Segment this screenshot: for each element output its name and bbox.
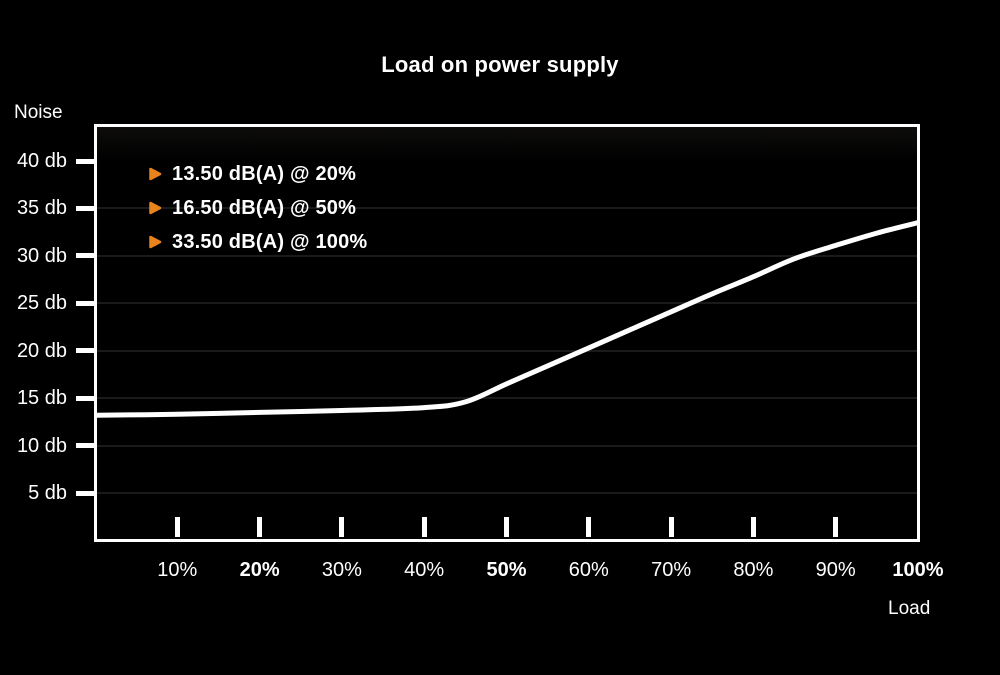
y-tick-mark bbox=[76, 158, 96, 164]
x-tick-label: 30% bbox=[321, 559, 362, 581]
x-tick-mark bbox=[586, 517, 592, 537]
x-tick-mark bbox=[257, 517, 263, 537]
y-tick-mark bbox=[76, 205, 96, 211]
gridline bbox=[97, 444, 917, 447]
y-tick-label: 10 db bbox=[16, 434, 67, 457]
legend-item-label: 13.50 dB(A) @ 20% bbox=[172, 162, 357, 185]
y-tick-label: 20 db bbox=[16, 339, 67, 362]
y-tick-mark bbox=[76, 443, 96, 449]
gridline bbox=[97, 492, 917, 494]
x-tick-mark bbox=[174, 517, 180, 537]
plot-area-border bbox=[94, 124, 920, 542]
x-tick-label: 10% bbox=[157, 559, 198, 581]
legend: 13.50 dB(A) @ 20% 16.50 dB(A) @ 50% 33.5… bbox=[148, 157, 367, 259]
legend-item-label: 16.50 dB(A) @ 50% bbox=[172, 196, 357, 219]
y-tick-mark bbox=[76, 348, 96, 354]
x-tick-mark bbox=[750, 517, 756, 537]
x-tick-label: 80% bbox=[733, 559, 774, 581]
gridline bbox=[97, 302, 917, 305]
gridline bbox=[97, 397, 917, 400]
arrow-right-icon bbox=[149, 235, 162, 249]
x-tick-label: 90% bbox=[815, 559, 856, 581]
x-tick-label: 40% bbox=[404, 559, 445, 581]
arrow-right-icon bbox=[149, 201, 162, 215]
y-tick-label: 25 db bbox=[16, 292, 67, 315]
legend-item-label: 33.50 dB(A) @ 100% bbox=[172, 230, 368, 253]
y-tick-label: 35 db bbox=[16, 197, 67, 220]
y-tick-mark bbox=[76, 253, 96, 259]
y-tick-mark bbox=[76, 300, 96, 306]
x-tick-label: 50% bbox=[486, 559, 527, 581]
y-tick-label: 5 db bbox=[28, 482, 67, 504]
arrow-right-icon bbox=[149, 167, 162, 181]
x-tick-label: 20% bbox=[239, 559, 280, 581]
chart-title: Load on power supply bbox=[381, 52, 619, 77]
y-axis-label: Noise bbox=[14, 102, 63, 123]
x-tick-mark bbox=[421, 517, 427, 537]
y-tick-mark bbox=[76, 395, 96, 401]
y-tick-mark bbox=[76, 490, 96, 496]
gridline bbox=[97, 349, 917, 352]
legend-item: 33.50 dB(A) @ 100% bbox=[148, 225, 367, 259]
x-tick-label: 60% bbox=[568, 559, 609, 581]
y-tick-label: 15 db bbox=[16, 387, 67, 410]
legend-item: 13.50 dB(A) @ 20% bbox=[148, 157, 367, 191]
x-tick-mark bbox=[668, 517, 674, 537]
x-tick-mark bbox=[833, 517, 839, 537]
y-tick-label: 30 db bbox=[16, 244, 67, 267]
x-tick-mark bbox=[504, 517, 509, 537]
x-tick-label: 70% bbox=[651, 559, 692, 581]
y-tick-label: 40 db bbox=[16, 150, 67, 172]
gridline bbox=[97, 207, 917, 210]
x-tick-mark bbox=[339, 517, 345, 537]
x-tick-label: 100% bbox=[892, 559, 944, 581]
legend-item: 16.50 dB(A) @ 50% bbox=[148, 191, 367, 225]
x-axis-label: Load bbox=[888, 598, 931, 619]
